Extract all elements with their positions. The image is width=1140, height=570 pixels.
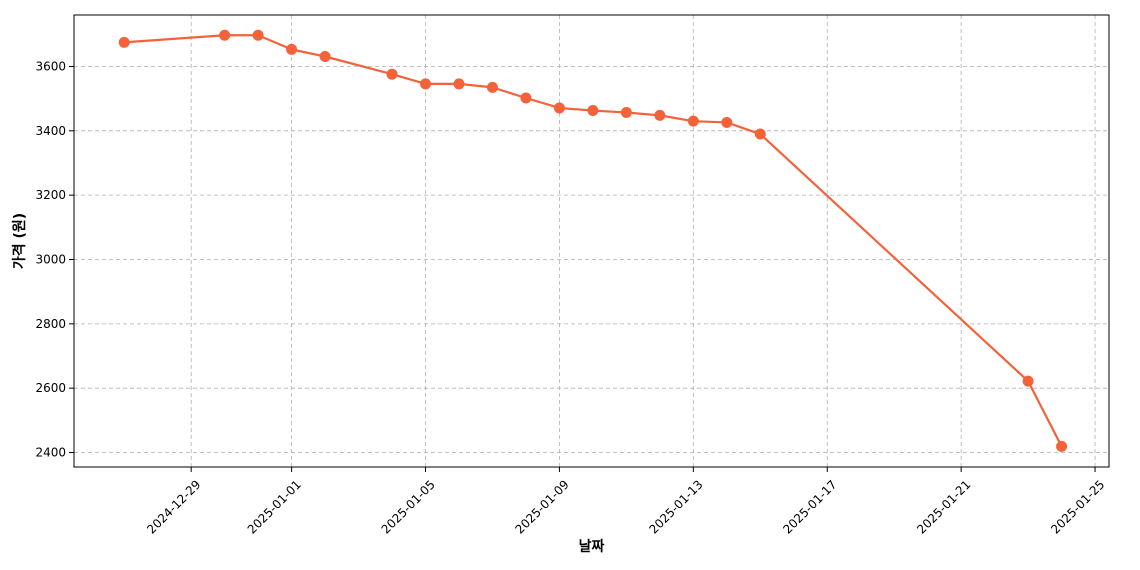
data-point — [118, 36, 130, 48]
x-tick-label: 2024-12-29 — [144, 477, 203, 536]
data-point — [252, 29, 264, 41]
data-point — [286, 43, 298, 55]
grid-lines — [74, 15, 1109, 467]
data-point — [1022, 375, 1034, 387]
data-point — [219, 29, 231, 41]
y-tick-label: 2800 — [35, 317, 66, 331]
x-tick-label: 2025-01-05 — [379, 477, 438, 536]
data-point — [754, 128, 766, 140]
data-point — [687, 115, 699, 127]
y-tick-label: 3000 — [35, 252, 66, 266]
y-axis-label: 가격 (원) — [11, 213, 28, 269]
data-point — [486, 81, 498, 93]
x-axis-label: 날짜 — [579, 539, 605, 555]
y-tick-label: 2600 — [35, 381, 66, 395]
data-point — [319, 51, 331, 63]
x-axis-ticks: 2024-12-29 2025-01-01 2025-01-05 2025-01-09… — [144, 467, 1107, 537]
series-line-layer — [124, 34, 1063, 447]
data-point — [654, 109, 666, 121]
y-tick-label: 3600 — [35, 59, 66, 73]
data-point — [386, 68, 398, 80]
plot-frame — [73, 14, 1110, 468]
data-point — [453, 78, 465, 90]
data-point — [553, 102, 565, 114]
series-line — [124, 34, 1063, 447]
x-tick-label: 2025-01-13 — [646, 477, 705, 536]
x-tick-label: 2025-01-17 — [780, 477, 839, 536]
y-tick-label: 3400 — [35, 124, 66, 138]
x-tick-label: 2025-01-25 — [1048, 477, 1107, 536]
data-point — [587, 105, 599, 117]
data-points-layer — [118, 29, 1068, 452]
data-point — [620, 106, 632, 118]
x-tick-label: 2025-01-09 — [513, 477, 572, 536]
y-tick-label: 2400 — [35, 446, 66, 460]
data-point — [1056, 440, 1068, 452]
x-tick-label: 2025-01-01 — [245, 477, 304, 536]
data-point — [520, 92, 532, 104]
data-point — [721, 116, 733, 128]
y-axis-ticks: 2400 2600 2800 3000 3200 3400 3600 — [35, 59, 74, 460]
data-point — [420, 78, 432, 90]
y-tick-label: 3200 — [35, 188, 66, 202]
x-tick-label: 2025-01-21 — [914, 477, 973, 536]
